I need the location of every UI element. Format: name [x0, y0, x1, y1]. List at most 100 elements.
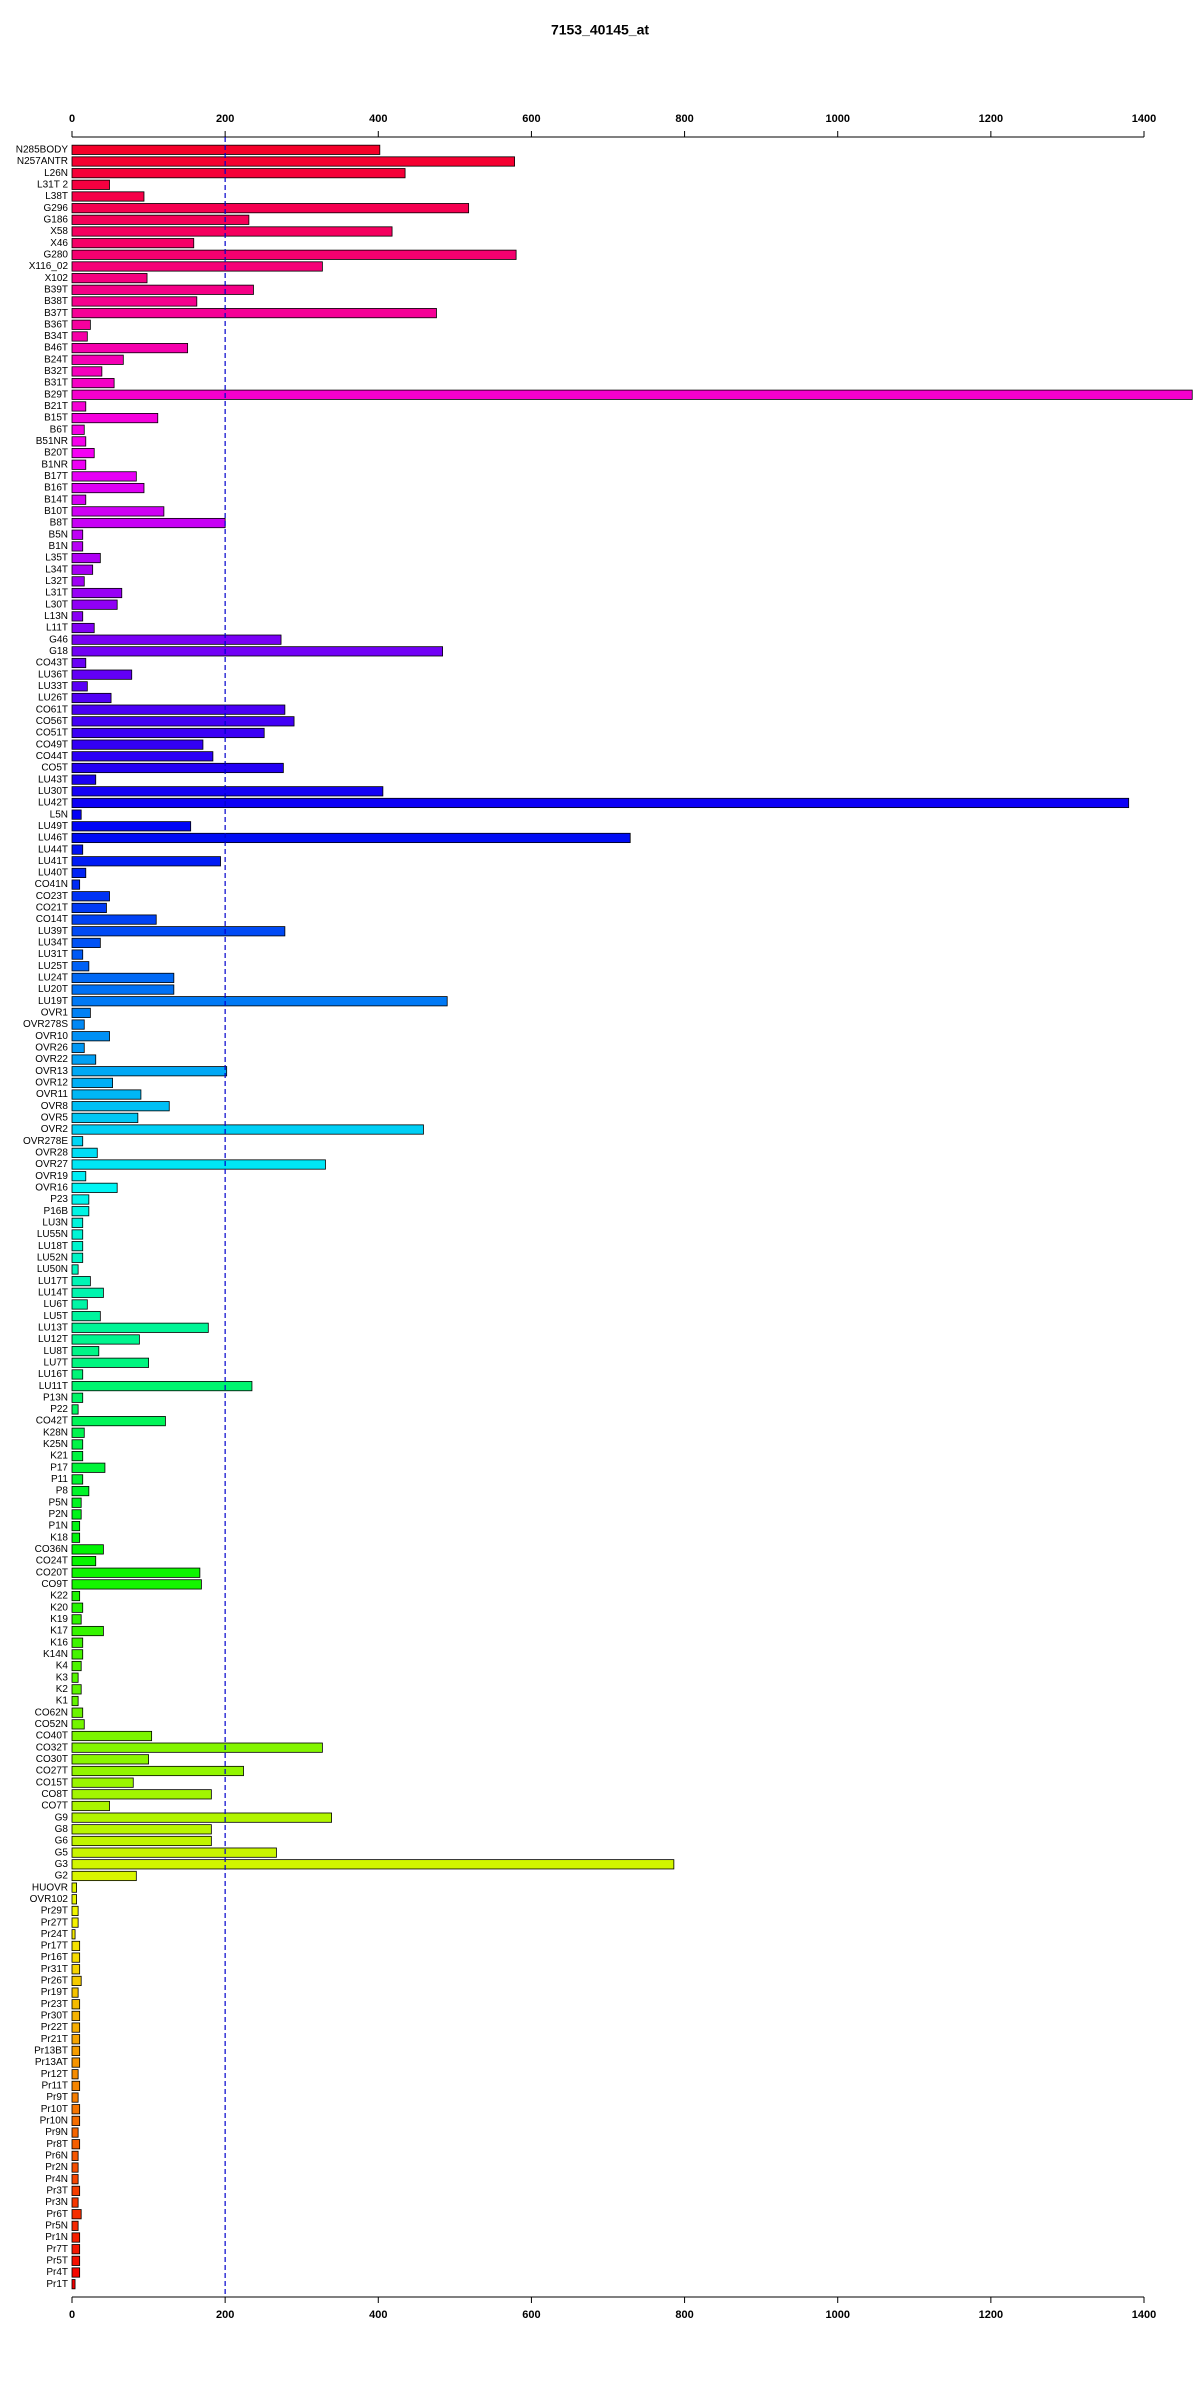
y-tick-label: P17 [50, 1462, 68, 1473]
y-tick-label: LU14T [38, 1287, 68, 1298]
bar [71, 1730, 153, 1742]
y-tick-label: N285BODY [16, 144, 69, 155]
y-tick-label: Pr30T [41, 2011, 68, 2022]
y-tick-label: B31T [44, 378, 68, 389]
bar [71, 1042, 85, 1053]
bar [71, 1544, 104, 1555]
bar [71, 1159, 326, 1170]
bar [71, 1765, 244, 1777]
bar [71, 494, 87, 505]
y-tick-label: B6T [50, 424, 68, 435]
bar [71, 1987, 79, 1998]
bar [71, 646, 444, 657]
bar [71, 179, 110, 190]
bar [71, 727, 265, 739]
y-tick-label: LU24T [38, 973, 68, 984]
y-tick-label: CO32T [36, 1742, 68, 1753]
y-tick-label: LU18T [38, 1241, 68, 1252]
y-tick-label: P23 [50, 1194, 68, 1205]
bar [71, 2080, 81, 2091]
y-tick-label: LU41T [38, 856, 68, 867]
bar [71, 1719, 85, 1730]
y-tick-label: L13N [44, 611, 68, 622]
bar [71, 1031, 110, 1042]
y-tick-label: K18 [50, 1532, 68, 1543]
bar [71, 634, 282, 645]
bar [71, 622, 95, 634]
y-tick-label: B32T [44, 366, 68, 377]
bar [71, 1392, 84, 1403]
bar [71, 436, 87, 447]
y-tick-label: Pr2N [45, 2162, 68, 2173]
y-tick-label: P8 [56, 1486, 69, 1497]
y-tick-label: B14T [44, 494, 68, 505]
bar [71, 1824, 212, 1835]
x-tick-label: 1200 [979, 2309, 1003, 2321]
y-tick-label: B8T [50, 518, 68, 529]
bar [71, 1287, 104, 1298]
y-tick-label: L11T [46, 623, 68, 634]
bar [71, 156, 515, 167]
bar [71, 168, 406, 179]
y-tick-label: L5N [50, 809, 68, 820]
bar [71, 1660, 82, 1672]
bar [71, 914, 157, 925]
y-tick-label: B38T [44, 296, 68, 307]
x-tick-label: 1400 [1132, 2309, 1156, 2321]
y-tick-label: Pr27T [41, 1917, 68, 1928]
bar [71, 599, 118, 610]
bar [71, 1532, 81, 1543]
y-tick-label: LU49T [38, 821, 68, 832]
bar [71, 797, 1130, 809]
y-tick-label: CO41N [35, 879, 68, 890]
y-tick-label: L30T [45, 599, 68, 610]
y-tick-label: LU7T [44, 1357, 68, 1368]
bar [71, 1870, 137, 1882]
y-tick-label: Pr21T [41, 2034, 68, 2045]
bar [71, 809, 82, 820]
bar [71, 1439, 84, 1450]
bar [71, 1007, 91, 1018]
y-tick-label: Pr3T [46, 2186, 68, 2197]
y-tick-label: Pr11T [42, 2081, 69, 2092]
y-tick-label: LU5T [44, 1311, 68, 1322]
bar [71, 448, 95, 459]
y-tick-label: L31T [45, 588, 68, 599]
bar [71, 1101, 170, 1112]
y-tick-label: LU43T [38, 774, 68, 785]
bar [71, 1905, 79, 1917]
y-tick-label: OVR16 [35, 1182, 68, 1193]
bar [71, 1147, 98, 1158]
bar [71, 517, 226, 529]
y-tick-label: B36T [44, 319, 68, 330]
y-tick-label: Pr22T [41, 2022, 68, 2033]
bar [71, 2092, 79, 2103]
y-tick-label: P16B [44, 1206, 69, 1217]
bar [71, 681, 88, 692]
y-tick-label: LU31T [38, 949, 68, 960]
bar [71, 1521, 81, 1532]
y-tick-label: CO23T [36, 891, 68, 902]
bar [71, 2209, 82, 2220]
bar [71, 1194, 90, 1205]
bar [71, 657, 87, 669]
bar [71, 2034, 81, 2045]
y-tick-label: Pr13AT [35, 2057, 68, 2068]
y-tick-label: B10T [44, 506, 68, 517]
bar [71, 1311, 101, 1322]
bar [71, 891, 110, 902]
y-tick-label: X58 [50, 226, 68, 237]
y-tick-label: K3 [56, 1672, 69, 1683]
y-tick-label: Pr23T [41, 1999, 68, 2010]
bar [71, 961, 90, 972]
bar [71, 343, 189, 354]
y-tick-label: B1N [49, 541, 68, 552]
bar [71, 506, 165, 517]
y-tick-label: LU12T [38, 1334, 68, 1345]
y-tick-label: K2 [56, 1684, 69, 1695]
y-tick-label: LU6T [44, 1299, 68, 1310]
y-tick-label: CO44T [36, 751, 68, 762]
chart-title: 7153_40145_at [551, 22, 649, 38]
bar [71, 949, 84, 960]
x-tick-label: 800 [675, 2309, 693, 2321]
